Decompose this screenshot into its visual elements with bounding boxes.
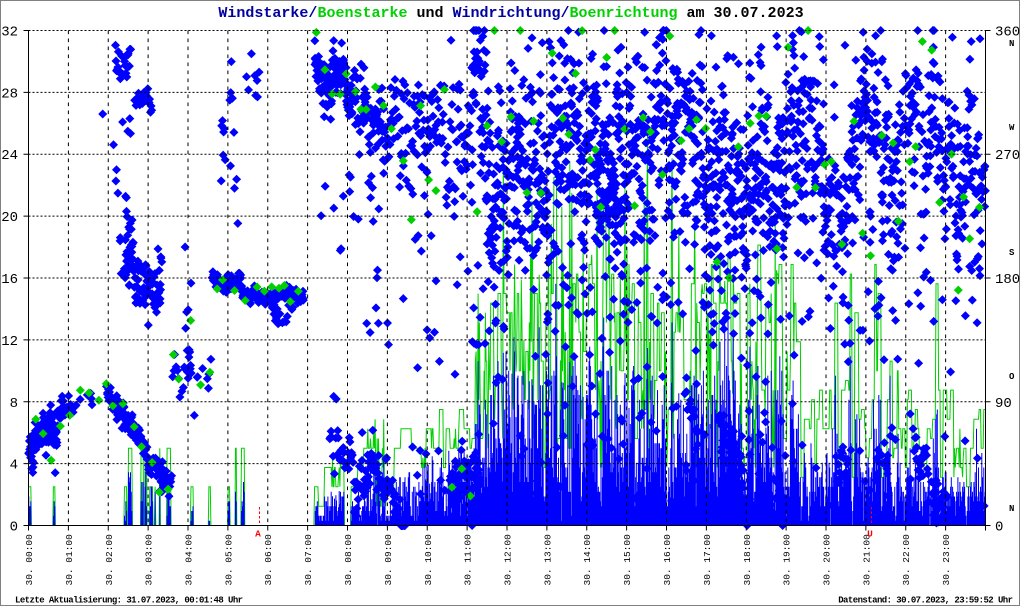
svg-text:8: 8 bbox=[10, 396, 18, 412]
svg-text:12: 12 bbox=[1, 334, 18, 350]
svg-text:30. 16:00: 30. 16:00 bbox=[662, 534, 673, 586]
svg-text:30. 06:00: 30. 06:00 bbox=[263, 534, 274, 586]
svg-text:90: 90 bbox=[995, 396, 1012, 412]
svg-text:30. 08:00: 30. 08:00 bbox=[343, 534, 354, 586]
svg-text:30. 05:00: 30. 05:00 bbox=[223, 534, 234, 586]
svg-text:Windstarke/Boenstarke und Wind: Windstarke/Boenstarke und Windrichtung/B… bbox=[218, 5, 803, 22]
svg-text:24: 24 bbox=[1, 148, 18, 164]
svg-text:30. 20:00: 30. 20:00 bbox=[822, 534, 833, 586]
svg-text:30. 01:00: 30. 01:00 bbox=[64, 534, 75, 586]
svg-text:30. 11:00: 30. 11:00 bbox=[463, 534, 474, 586]
svg-text:30. 19:00: 30. 19:00 bbox=[782, 534, 793, 586]
svg-text:28: 28 bbox=[1, 86, 18, 102]
svg-text:20: 20 bbox=[1, 210, 18, 226]
svg-text:360: 360 bbox=[995, 25, 1020, 41]
svg-text:0: 0 bbox=[10, 520, 18, 536]
svg-text:0: 0 bbox=[995, 520, 1003, 536]
svg-text:30. 10:00: 30. 10:00 bbox=[423, 534, 434, 586]
svg-text:4: 4 bbox=[10, 458, 18, 474]
svg-text:30. 07:00: 30. 07:00 bbox=[303, 534, 314, 586]
svg-text:30. 13:00: 30. 13:00 bbox=[542, 534, 553, 586]
svg-text:30. 22:00: 30. 22:00 bbox=[901, 534, 912, 586]
svg-text:30. 23:00: 30. 23:00 bbox=[941, 534, 952, 586]
svg-text:180: 180 bbox=[995, 272, 1020, 288]
svg-text:30. 18:00: 30. 18:00 bbox=[742, 534, 753, 586]
svg-text:N: N bbox=[1009, 39, 1014, 49]
svg-text:30. 04:00: 30. 04:00 bbox=[184, 534, 195, 586]
svg-text:30. 17:00: 30. 17:00 bbox=[702, 534, 713, 586]
svg-text:30. 15:00: 30. 15:00 bbox=[622, 534, 633, 586]
svg-text:30. 09:00: 30. 09:00 bbox=[383, 534, 394, 586]
svg-text:N: N bbox=[1009, 504, 1014, 514]
svg-text:A: A bbox=[255, 529, 261, 540]
svg-text:S: S bbox=[1009, 248, 1015, 258]
svg-text:30. 00:00: 30. 00:00 bbox=[24, 534, 35, 586]
svg-text:30. 02:00: 30. 02:00 bbox=[104, 534, 115, 586]
svg-text:30. 12:00: 30. 12:00 bbox=[503, 534, 514, 586]
svg-text:30. 14:00: 30. 14:00 bbox=[582, 534, 593, 586]
svg-text:Datenstand: 30.07.2023, 23:59:: Datenstand: 30.07.2023, 23:59:52 Uhr bbox=[838, 596, 1012, 606]
svg-text:U: U bbox=[867, 529, 873, 540]
svg-text:16: 16 bbox=[1, 272, 18, 288]
svg-text:W: W bbox=[1009, 123, 1015, 133]
svg-text:O: O bbox=[1009, 372, 1015, 382]
svg-text:30. 03:00: 30. 03:00 bbox=[144, 534, 155, 586]
svg-text:32: 32 bbox=[1, 25, 18, 41]
svg-text:270: 270 bbox=[995, 148, 1020, 164]
svg-text:Letzte Aktualisierung: 31.07.2: Letzte Aktualisierung: 31.07.2023, 00:01… bbox=[15, 596, 243, 606]
svg-text:30. 21:00: 30. 21:00 bbox=[861, 534, 872, 586]
